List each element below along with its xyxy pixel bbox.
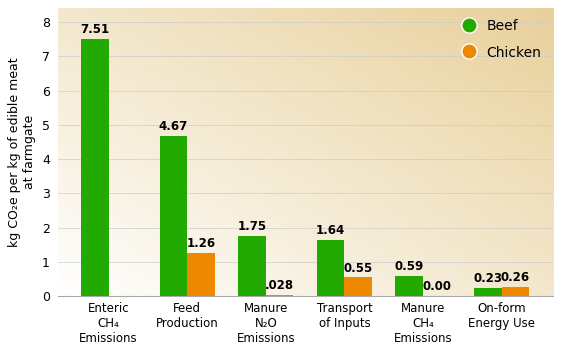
Legend: Beef, Chicken: Beef, Chicken <box>458 15 546 64</box>
Bar <box>474 288 502 296</box>
Text: 0.00: 0.00 <box>422 280 451 293</box>
Text: 1.64: 1.64 <box>316 224 345 237</box>
Text: .028: .028 <box>265 280 294 292</box>
Bar <box>396 276 423 296</box>
Bar <box>317 240 344 296</box>
Text: 1.26: 1.26 <box>186 237 215 250</box>
Bar <box>502 287 529 296</box>
Bar <box>160 136 187 296</box>
Bar <box>81 39 109 296</box>
Text: 1.75: 1.75 <box>237 220 266 233</box>
Text: 0.26: 0.26 <box>501 271 530 285</box>
Text: 0.55: 0.55 <box>343 262 373 275</box>
Bar <box>238 236 266 296</box>
Bar <box>344 277 372 296</box>
Text: 7.51: 7.51 <box>80 23 109 36</box>
Text: 4.67: 4.67 <box>159 120 188 133</box>
Y-axis label: kg CO₂e per kg of edible meat
at farmgate: kg CO₂e per kg of edible meat at farmgat… <box>8 58 36 247</box>
Bar <box>187 253 215 296</box>
Bar <box>266 295 293 296</box>
Text: 0.59: 0.59 <box>394 260 424 273</box>
Text: 0.23: 0.23 <box>473 273 502 286</box>
